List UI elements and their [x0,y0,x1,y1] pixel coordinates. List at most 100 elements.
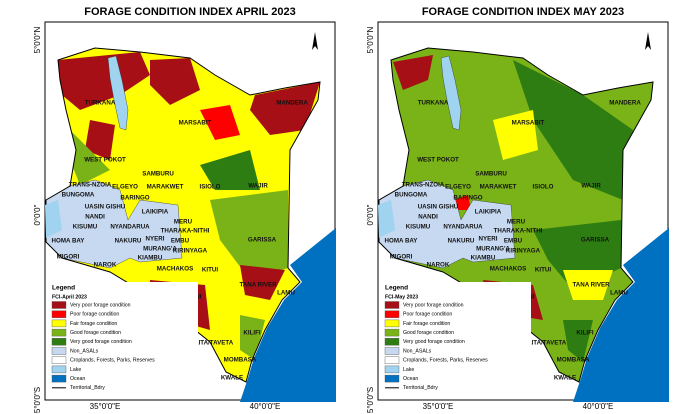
kenya-outline [45,47,321,383]
longitude-label: 35°0'0"E [423,402,454,411]
legend-swatch [384,310,400,318]
legend-swatch [384,319,400,328]
legend-subtitle: FCI-May 2023 [385,294,418,300]
county-label: KIRINYAGA [506,248,541,255]
legend-label: Lake [70,367,81,373]
county-label: SAMBURU [475,171,507,178]
legend-label: Very good forage condition [70,339,132,345]
county-label: KISUMU [73,224,98,231]
county-label: TANA RIVER [572,282,610,289]
legend-label: Good forage condition [403,330,454,336]
map-title: FORAGE CONDITION INDEX APRIL 2023 [84,6,295,18]
latitude-label: 5°0'0"S [33,387,42,413]
legend-label: Non_ASALs [403,348,432,354]
legend-swatch [384,374,400,383]
county-label: THARAKA-NITHI [494,228,543,235]
condition-patch [393,55,433,90]
legend-label: Very poor forage condition [70,302,131,308]
legend-swatch [384,347,400,355]
condition-patch [210,190,288,280]
county-label: LAIKIPIA [142,209,169,216]
legend-label: Territorial_Bdry [70,385,105,391]
county-label: TURKANA [418,100,449,107]
county-label: TANA RIVER [239,282,277,289]
latitude-label: 5°0'0"S [366,387,375,413]
county-label: TRANS-NZOIA [69,182,112,189]
ocean [240,228,336,402]
legend-label: Fair forage condition [403,321,450,327]
legend-swatch [51,328,67,337]
legend-label: Fair forage condition [70,321,117,327]
legend-label: Territorial_Bdry [403,385,438,391]
condition-patch [70,130,110,185]
condition-patch [563,320,593,362]
latitude-label: 5°0'0"N [366,26,375,53]
county-label: KIAMBU [138,255,163,262]
legend-label: Very good forage condition [403,339,465,345]
legend-label: Non_ASALs [70,348,99,354]
county-label: NYANDARUA [443,224,483,231]
longitude-label: 40°0'0"E [250,402,281,411]
county-label: NYERI [479,236,498,243]
legend: Legend FCI-April 2023 Very poor forage con… [48,282,198,398]
county-label: UASIN GISHU [418,204,459,211]
county-label: TRANS-NZOIA [402,182,445,189]
legend-label: Lake [403,367,414,373]
condition-patch [150,58,200,105]
kenya-outline [378,47,654,383]
north-arrow [312,32,318,50]
latitude-label: 0°0'0" [33,204,42,225]
county-label: THARAKA-NITHI [161,228,210,235]
county-label: ISIOLO [200,184,221,191]
county-label: SAMBURU [142,171,174,178]
county-label: MURANG'A [143,246,177,253]
county-label: BARINGO [453,195,482,202]
county-label: TAITA/TAVETA [524,340,567,347]
condition-patch [240,265,285,300]
legend-box [48,282,198,398]
legend-label: Croplands, Forests, Parks, Reserves [403,358,488,364]
county-label: MOMBASA [557,357,590,364]
legend-swatch [384,301,400,309]
legend-label: Good forage condition [70,330,121,336]
county-label: MARAKWET [480,184,517,191]
condition-patch [513,60,633,200]
north-arrow [645,32,651,50]
latitude-label: 0°0'0" [366,204,375,225]
county-label: BUNGOMA [395,192,428,199]
legend-swatch [384,356,400,364]
non-asal-area [46,179,183,269]
latitude-label: 5°0'0"N [33,26,42,53]
legend-label: Poor forage condition [403,312,452,318]
lake-turkana [440,55,462,131]
longitude-label: 40°0'0"E [583,402,614,411]
legend-label: Croplands, Forests, Parks, Reserves [70,358,155,364]
county-label: NAKURU [115,238,142,245]
county-label: LAIKIPIA [475,209,502,216]
legend-swatch [51,310,67,318]
county-label: KIRINYAGA [173,248,208,255]
legend: Legend FCI-May 2023 Very poor forage condi… [381,282,531,398]
legend-swatch [51,356,67,364]
legend-swatch [51,319,67,328]
legend-swatch [51,374,67,383]
county-label: KITUI [535,267,551,274]
county-label: KWALE [554,375,576,382]
legend-swatch [51,338,67,346]
county-label: NAKURU [448,238,475,245]
legend-swatch [51,365,67,374]
county-label: KIAMBU [471,255,496,262]
county-label: NAROK [94,262,117,269]
legend-label: Poor forage condition [70,312,119,318]
legend-title: Legend [385,285,408,292]
legend-label: Ocean [70,376,85,382]
map-panel: FORAGE CONDITION INDEX MAY 2023 TURKANA MA… [366,6,669,413]
county-label: MIGORI [390,254,413,261]
county-label: TURKANA [85,100,116,107]
legend-swatch [51,301,67,309]
county-label: EMBU [171,238,190,245]
county-label: EMBU [504,238,523,245]
county-label: ISIOLO [533,184,554,191]
county-label: MARSABIT [179,120,212,127]
